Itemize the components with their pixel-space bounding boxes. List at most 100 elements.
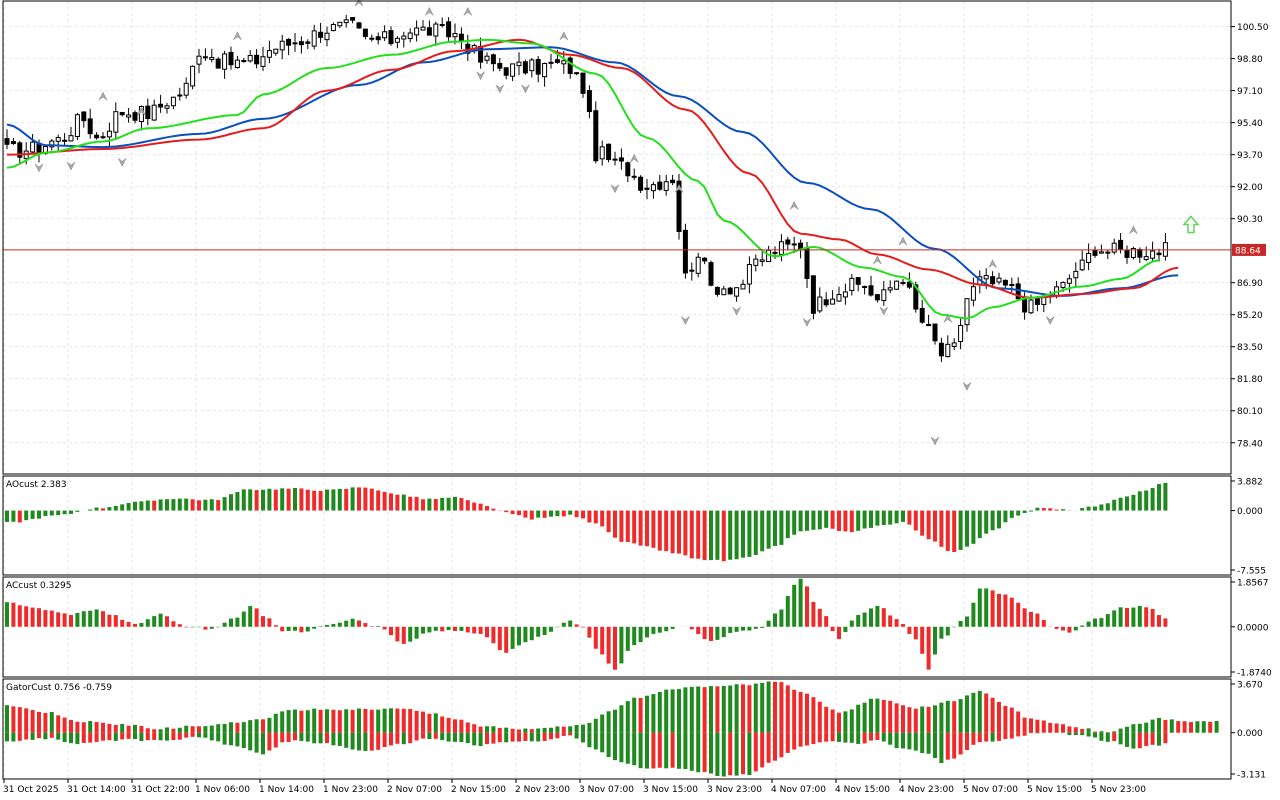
fractal-up-icon	[943, 313, 953, 323]
bear-candle	[426, 27, 432, 36]
indicator-title: ACcust 0.3295	[6, 581, 72, 591]
bear-candle	[4, 138, 10, 145]
candle	[606, 143, 612, 163]
candle	[446, 17, 452, 41]
bear-candle	[689, 269, 695, 272]
pane-frame	[2, 678, 1232, 780]
candle	[388, 26, 394, 46]
bull-candle	[234, 59, 240, 69]
bear-candle	[990, 276, 996, 285]
bear-candle	[254, 54, 260, 65]
bear-candle	[1009, 283, 1015, 286]
price-tick-label: 100.50	[1237, 23, 1269, 33]
bull-candle	[324, 32, 330, 41]
bull-candle	[292, 42, 298, 45]
candle	[945, 335, 951, 358]
candle	[874, 293, 880, 303]
alligator-lips-line	[6, 38, 1160, 320]
fractal-down-icon	[610, 184, 620, 194]
candle	[689, 262, 695, 281]
bull-candle	[862, 285, 868, 288]
bull-candle	[369, 37, 375, 40]
candle	[132, 110, 138, 124]
candle	[638, 175, 644, 193]
bear-candle	[10, 141, 16, 144]
bull-candle	[772, 251, 778, 254]
fractal-up-icon	[425, 6, 434, 16]
bull-candle	[452, 33, 458, 38]
time-tick-label: 5 Nov 07:00	[963, 785, 1018, 795]
bear-candle	[906, 281, 912, 288]
candle	[158, 94, 164, 113]
bear-candle	[868, 285, 874, 296]
candle	[254, 48, 260, 69]
candle	[759, 250, 765, 267]
candle	[522, 59, 528, 75]
candle	[740, 279, 746, 290]
candle	[919, 299, 925, 324]
bear-candle	[81, 111, 87, 122]
candle	[478, 37, 484, 69]
bull-candle	[407, 32, 413, 40]
candle	[356, 21, 362, 29]
bull-candle	[958, 324, 964, 342]
bull-candle	[1111, 242, 1117, 253]
candle	[708, 260, 714, 287]
bull-candle	[1079, 259, 1085, 271]
bull-candle	[55, 137, 61, 142]
bear-candle	[87, 118, 93, 135]
bull-candle	[842, 291, 848, 298]
pane-frame	[2, 0, 1232, 475]
bear-candle	[1156, 252, 1162, 256]
bull-candle	[721, 288, 727, 296]
bear-candle	[810, 275, 816, 314]
candle	[4, 129, 10, 150]
candle	[170, 96, 176, 110]
candle	[151, 99, 157, 121]
candle	[900, 278, 906, 286]
bull-candle	[746, 264, 752, 285]
bear-candle	[919, 307, 925, 323]
gator-tick-label: 3.670	[1237, 681, 1263, 691]
fractal-up-icon	[233, 31, 242, 41]
fractal-up-icon	[1129, 225, 1138, 235]
price-tick-label: 90.30	[1237, 215, 1263, 225]
bull-candle	[222, 53, 228, 70]
bull-candle	[945, 343, 951, 357]
fractal-up-icon	[873, 255, 882, 265]
candle	[228, 46, 234, 70]
bear-candle	[618, 157, 624, 162]
candle	[887, 280, 893, 294]
fractal-down-icon	[117, 158, 127, 167]
candle	[113, 102, 119, 140]
bull-candle	[273, 48, 279, 54]
candle	[894, 280, 900, 290]
candle	[190, 65, 196, 90]
bull-candle	[177, 94, 183, 97]
bull-candle	[740, 283, 746, 290]
candle	[1111, 238, 1117, 255]
bull-candle	[68, 135, 74, 142]
candle	[106, 122, 112, 147]
bear-candle	[913, 284, 919, 310]
bull-candle	[433, 23, 439, 37]
bull-candle	[1105, 251, 1111, 254]
time-tick-label: 1 Nov 23:00	[323, 785, 378, 795]
fractal-up-icon	[674, 183, 684, 193]
fractal-down-icon	[930, 436, 940, 446]
price-axis: 100.50 98.80 97.10 95.40 93.70 92.00 90.30 86.9…	[1231, 23, 1272, 781]
bull-candle	[209, 56, 215, 60]
bull-candle	[695, 256, 701, 274]
bull-candle	[836, 294, 842, 302]
indicator-title: GatorCust 0.756 -0.759	[6, 683, 112, 693]
bull-candle	[382, 31, 388, 39]
bear-candle	[676, 180, 682, 232]
candle	[234, 55, 240, 69]
bear-candle	[1002, 279, 1008, 286]
candle	[593, 101, 599, 164]
bear-candle	[938, 342, 944, 357]
candle	[1073, 262, 1079, 288]
bear-candle	[1034, 297, 1040, 305]
bull-candle	[881, 289, 887, 301]
